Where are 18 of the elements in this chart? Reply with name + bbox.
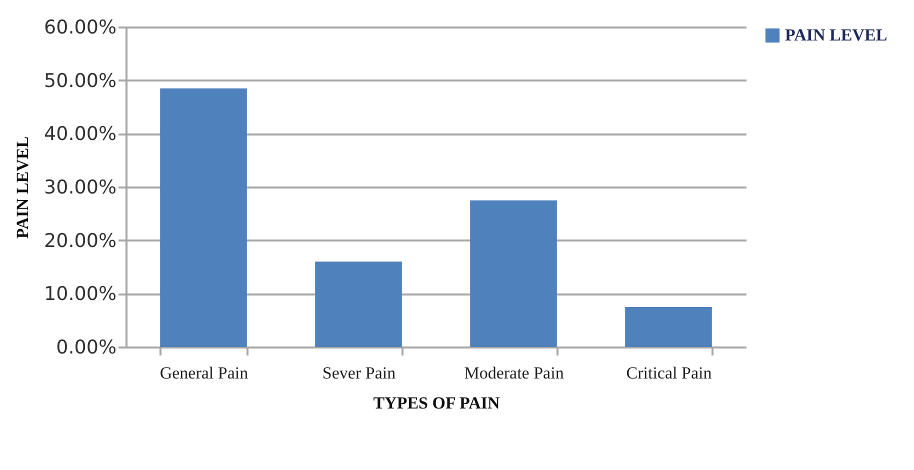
y-tick-label: 60.00% xyxy=(44,16,116,38)
legend-label: PAIN LEVEL xyxy=(785,26,888,44)
x-tick-label: Critical Pain xyxy=(626,364,712,382)
x-tick-label: Moderate Pain xyxy=(464,364,564,382)
bar xyxy=(315,262,402,347)
y-tick-label: 10.00% xyxy=(44,283,116,306)
y-tick-label: 30.00% xyxy=(44,176,116,198)
bar xyxy=(470,200,557,347)
y-tick-label: 20.00% xyxy=(44,230,116,252)
bar xyxy=(625,307,712,347)
x-axis-title: TYPES OF PAIN xyxy=(373,394,501,412)
y-tick-label: 50.00% xyxy=(44,70,116,92)
x-tick-label: Sever Pain xyxy=(322,364,396,382)
y-tick-label: 0.00% xyxy=(56,336,116,358)
y-axis-title: PAIN LEVEL xyxy=(13,136,32,239)
x-tick-label: General Pain xyxy=(160,364,249,382)
y-tick-label: 40.00% xyxy=(44,123,116,146)
bar xyxy=(160,88,247,347)
